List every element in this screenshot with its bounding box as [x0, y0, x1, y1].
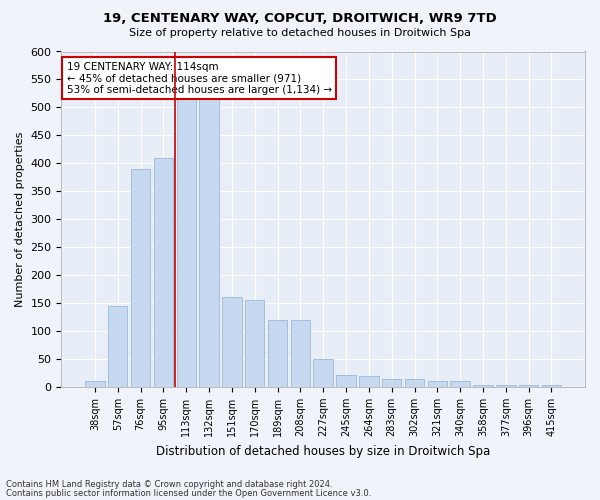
Bar: [451, 382, 470, 387]
Text: 19 CENTENARY WAY: 114sqm
← 45% of detached houses are smaller (971)
53% of semi-: 19 CENTENARY WAY: 114sqm ← 45% of detach…: [67, 62, 332, 95]
Bar: [199, 90, 219, 387]
Bar: [473, 386, 493, 387]
Bar: [290, 320, 310, 387]
Bar: [382, 378, 401, 387]
Bar: [313, 359, 333, 387]
Text: Size of property relative to detached houses in Droitwich Spa: Size of property relative to detached ho…: [129, 28, 471, 38]
Bar: [519, 386, 538, 387]
Bar: [428, 382, 447, 387]
Y-axis label: Number of detached properties: Number of detached properties: [15, 132, 25, 307]
Text: 19, CENTENARY WAY, COPCUT, DROITWICH, WR9 7TD: 19, CENTENARY WAY, COPCUT, DROITWICH, WR…: [103, 12, 497, 26]
Bar: [268, 320, 287, 387]
Bar: [131, 169, 150, 387]
Bar: [359, 376, 379, 387]
Text: Contains HM Land Registry data © Crown copyright and database right 2024.: Contains HM Land Registry data © Crown c…: [6, 480, 332, 489]
Bar: [337, 374, 356, 387]
Bar: [176, 90, 196, 387]
Bar: [85, 382, 104, 387]
Bar: [245, 300, 265, 387]
Bar: [154, 158, 173, 387]
Bar: [405, 378, 424, 387]
Bar: [108, 306, 127, 387]
Bar: [542, 386, 561, 387]
X-axis label: Distribution of detached houses by size in Droitwich Spa: Distribution of detached houses by size …: [156, 444, 490, 458]
Bar: [496, 386, 515, 387]
Text: Contains public sector information licensed under the Open Government Licence v3: Contains public sector information licen…: [6, 488, 371, 498]
Bar: [222, 298, 242, 387]
